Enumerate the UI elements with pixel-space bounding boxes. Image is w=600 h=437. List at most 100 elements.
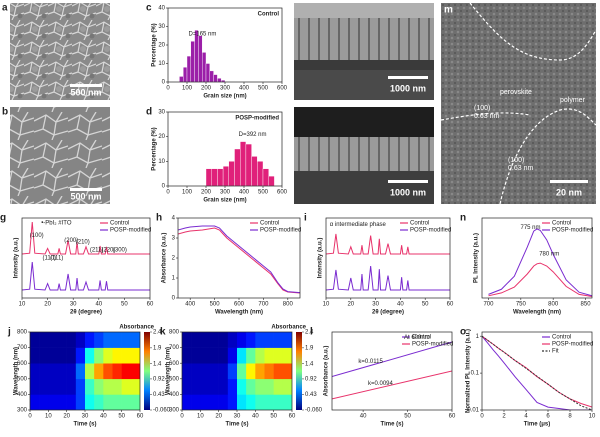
heat-cell: [218, 347, 229, 364]
scale-label: 1000 nm: [390, 83, 426, 93]
heat-cell: [209, 394, 219, 410]
plot-area: [30, 332, 140, 410]
heat-cell: [246, 347, 256, 364]
annotation: D=165 nm: [189, 31, 217, 37]
heat-cell: [209, 378, 219, 395]
annotation: k=0.0115: [358, 359, 383, 365]
line: [22, 261, 150, 291]
bar: [239, 141, 247, 186]
plot-area: [182, 332, 292, 410]
heat-cell: [39, 332, 49, 348]
image-label: (100): [474, 105, 490, 112]
colorbar-label: 1.9: [153, 345, 162, 351]
y-tick-label: 20: [158, 43, 165, 49]
heat-cell: [273, 394, 284, 410]
x-axis-label: Wavelength (nm): [215, 310, 263, 316]
plot-area: [488, 228, 592, 298]
bar: [217, 168, 224, 186]
x-tick-label: 50: [121, 302, 128, 308]
x-tick-label: 6: [546, 414, 550, 420]
heat-cell: [130, 347, 140, 364]
panel-a: a 500 nm: [2, 3, 110, 100]
scale-label: 1000 nm: [390, 187, 426, 197]
heat-cell: [94, 332, 104, 348]
panel-letter: n: [460, 213, 466, 224]
heat-cell: [112, 363, 122, 380]
heat-cell: [191, 332, 201, 348]
heat-cell: [66, 332, 77, 348]
heat-cell: [209, 347, 219, 364]
heat-cell: [273, 378, 284, 395]
y-tick-label: 30: [158, 110, 165, 116]
heat-cell: [30, 378, 40, 395]
x-tick-label: 50: [270, 414, 277, 420]
bar: [257, 161, 264, 186]
heat-cell: [209, 332, 219, 348]
y-tick-label: 300: [169, 408, 180, 414]
bar: [222, 166, 230, 186]
y-tick-label: 30: [158, 24, 165, 30]
heat-cell: [94, 347, 104, 364]
y-axis-label: Intensity (a.u.): [14, 238, 20, 279]
x-tick-label: 600: [234, 302, 245, 308]
legend-label: Control: [410, 221, 429, 227]
sem-image: [10, 107, 110, 204]
heat-cell: [237, 332, 247, 348]
legend-label: POSP-modified: [552, 228, 593, 234]
y-tick-label: 600: [17, 361, 28, 367]
heat-cell: [57, 394, 67, 410]
legend-label: Control: [110, 221, 129, 227]
bar: [205, 63, 210, 82]
heat-cell: [85, 378, 95, 395]
plot-area: [332, 341, 452, 400]
x-tick-label: 400: [239, 190, 250, 196]
bar: [262, 168, 269, 186]
bar: [194, 30, 199, 82]
panel-letter: a: [2, 3, 8, 14]
line: [482, 335, 592, 410]
x-tick-label: 100: [182, 86, 193, 92]
legend-label: POSP-modified: [260, 228, 301, 234]
heat-cell: [39, 347, 49, 364]
bar: [268, 175, 275, 186]
heat-cell: [227, 363, 238, 380]
x-tick-label: 40: [95, 302, 102, 308]
x-axis-label: Grain size (nm): [203, 198, 246, 204]
heat-cell: [48, 363, 58, 380]
x-axis-label: Time (s): [226, 422, 249, 428]
heat-cell: [255, 378, 265, 395]
heat-cell: [255, 394, 265, 410]
axes-frame: [325, 217, 451, 299]
x-tick-label: 800: [283, 302, 294, 308]
chart-c: c Control 0 100 200 300 400 500 600 0 10 20 30 40 Grai…: [146, 3, 288, 100]
x-tick-label: 850: [581, 302, 592, 308]
heat-cell: [130, 394, 140, 410]
bar: [251, 156, 258, 186]
heat-cell: [48, 378, 58, 395]
sem-layer: [294, 60, 434, 70]
heat-cell: [57, 363, 67, 380]
chart-d: d POSP-modified 0 100 200 300 400 500 600 0 10 20 30…: [146, 107, 288, 204]
heat-cell: [30, 394, 40, 410]
x-tick-label: 8: [568, 414, 572, 420]
heat-cell: [264, 378, 274, 395]
line: [178, 225, 300, 294]
annotation: k=0.0094: [368, 381, 394, 387]
heat-cell: [227, 378, 238, 395]
x-tick-label: 4: [524, 414, 528, 420]
axes-frame: [21, 217, 151, 299]
line: [332, 341, 452, 378]
colorbar-label: 1.9: [305, 345, 314, 351]
line: [332, 370, 452, 400]
colorbar-label: 1.4: [153, 361, 162, 367]
plot-area: [205, 141, 275, 186]
heat-cell: [66, 363, 77, 380]
x-tick-label: 500: [258, 190, 269, 196]
heat-cell: [121, 363, 132, 380]
panel-letter: g: [0, 213, 6, 224]
legend-label: POSP-modified: [235, 116, 279, 122]
heat-cell: [182, 378, 192, 395]
image-label: polymer: [560, 97, 586, 104]
